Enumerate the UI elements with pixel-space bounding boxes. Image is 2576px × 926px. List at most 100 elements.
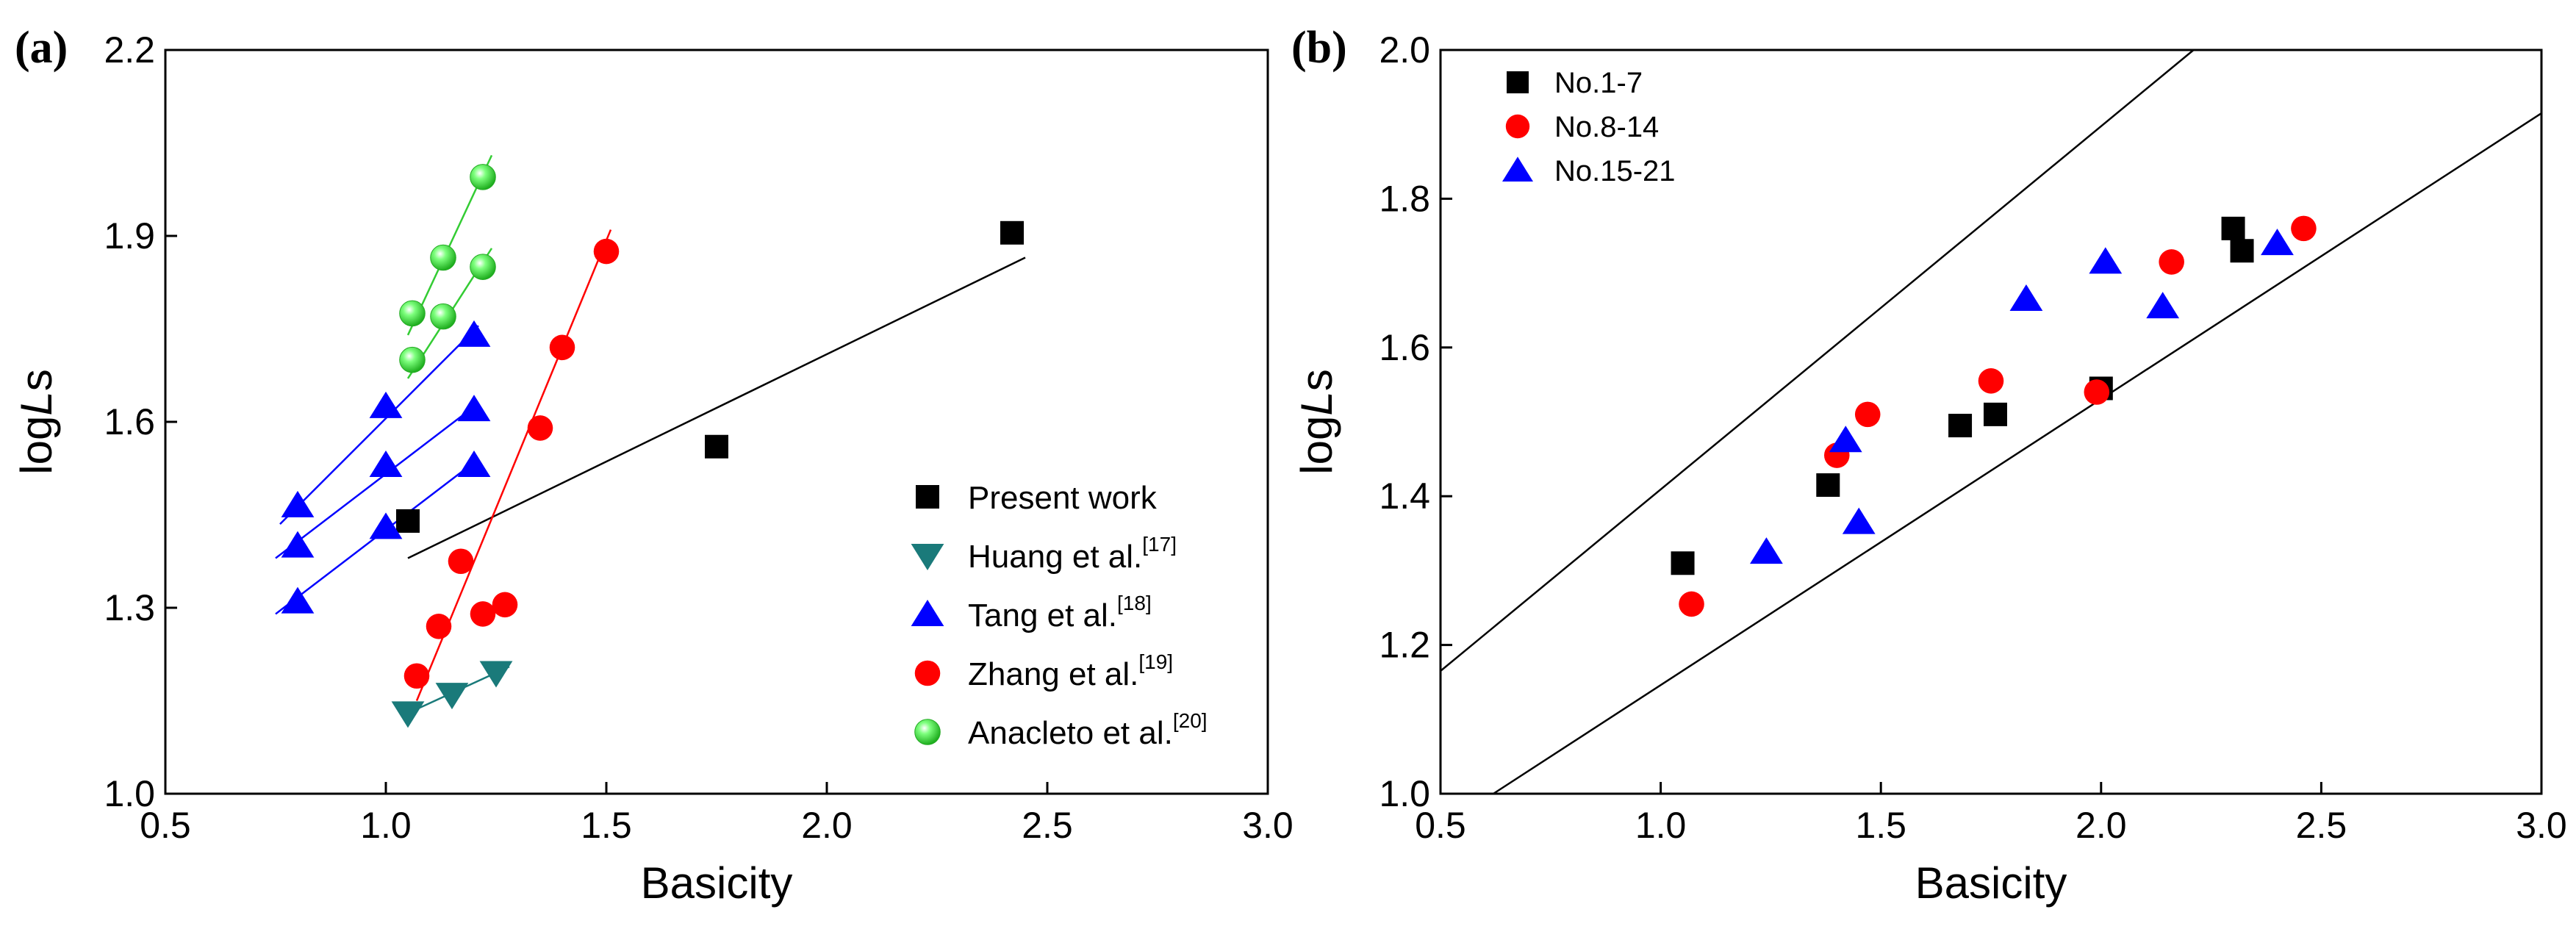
legend-label-zhang-et-al: Zhang et al.[19] (968, 650, 1173, 692)
point-tang-et-al (457, 451, 491, 478)
legend-marker-tang-et-al (911, 600, 944, 626)
y-tick-label-a: 1.3 (104, 587, 155, 628)
y-tick-label-a: 1.9 (104, 215, 155, 256)
point-no-1-7 (1816, 473, 1840, 498)
point-no-8-14 (2159, 249, 2184, 275)
point-tang-et-al (369, 391, 403, 418)
point-no-8-14 (2084, 379, 2110, 405)
legend-label-anacleto-et-al: Anacleto et al.[20] (968, 709, 1208, 751)
point-zhang-et-al (403, 663, 430, 689)
x-tick-label-b: 2.0 (2075, 805, 2127, 846)
y-axis-a: 1.0 1.3 1.6 1.9 2.2 (104, 29, 177, 814)
data-points-b (1671, 215, 2317, 617)
point-tang-et-al (457, 395, 491, 422)
legend-label-tang-et-al: Tang et al.[18] (968, 592, 1152, 634)
point-anacleto-et-al (399, 300, 426, 327)
point-no-8-14 (1978, 368, 2004, 394)
y-axis-b: 1.0 1.2 1.4 1.6 1.8 2.0 (1379, 29, 1452, 814)
legend-ref-huang-et-al: [17] (1142, 533, 1177, 556)
legend-marker-no-1-7 (1507, 71, 1529, 93)
point-anacleto-et-al (430, 244, 456, 271)
point-no-15-21 (2009, 284, 2043, 312)
bound-line-upper (1440, 49, 2195, 672)
x-tick-label-b: 3.0 (2516, 805, 2567, 846)
point-zhang-et-al (470, 601, 496, 627)
x-tick-label-b: 1.0 (1635, 805, 1687, 846)
point-no-1-7 (2221, 216, 2245, 240)
legend-a: Present work Huang et al.[17] Tang et al.[… (911, 480, 1208, 751)
point-tang-et-al (369, 451, 403, 478)
point-zhang-et-al (527, 415, 553, 441)
point-zhang-et-al (426, 614, 452, 639)
chart-panel-b: (b) 0.5 1.0 1.5 2.0 2.5 3.0 1.01.21.41.61.82.… (1291, 23, 2567, 908)
point-anacleto-et-al (470, 164, 496, 190)
bound-line-lower (1493, 112, 2542, 795)
y-tick-label-a: 2.2 (104, 29, 155, 71)
point-huang-et-al (391, 701, 425, 728)
point-no-1-7 (1983, 402, 2007, 426)
point-no-1-7 (1671, 551, 1695, 575)
x-axis-b: 0.5 1.0 1.5 2.0 2.5 3.0 (1415, 782, 2567, 846)
legend-ref-anacleto-et-al: [20] (1173, 709, 1208, 732)
point-present-work (705, 434, 728, 459)
legend-marker-present-work (916, 485, 939, 509)
legend-b: No.1-7 No.8-14 No.15-21 (1502, 67, 1676, 187)
legend-ref-tang-et-al: [18] (1117, 592, 1152, 614)
x-tick-label-b: 1.5 (1855, 805, 1906, 846)
x-tick-label-a: 2.5 (1022, 805, 1073, 846)
point-no-15-21 (1842, 507, 1876, 534)
point-huang-et-al (435, 683, 469, 710)
point-anacleto-et-al (399, 346, 426, 373)
point-tang-et-al (457, 320, 491, 347)
point-anacleto-et-al (430, 303, 456, 330)
y-tick-label-a: 1.0 (104, 773, 155, 814)
panel-label-b: (b) (1291, 23, 1347, 73)
point-no-8-14 (1854, 401, 1881, 428)
bound-lines-b (1440, 49, 2542, 795)
point-no-1-7 (1948, 414, 1973, 438)
legend-label-present-work: Present work (968, 480, 1158, 516)
legend-ref-zhang-et-al: [19] (1138, 650, 1173, 673)
y-tick-label-b: 1.6 (1379, 327, 1430, 368)
point-no-15-21 (1750, 537, 1783, 564)
y-tick-label-b: 2.0 (1379, 29, 1430, 71)
plot-frame-b (1439, 49, 2543, 795)
fit-line-tang-et-al (279, 325, 479, 525)
y-tick-label-b: 1.0 (1379, 773, 1430, 814)
x-tick-label-a: 2.0 (801, 805, 853, 846)
point-zhang-et-al (448, 548, 474, 575)
x-tick-label-b: 2.5 (2296, 805, 2347, 846)
point-anacleto-et-al (470, 254, 496, 280)
legend-label-huang-et-al: Huang et al.[17] (968, 533, 1177, 575)
legend-marker-anacleto-et-al (914, 719, 941, 745)
x-axis-a: 0.5 1.0 1.5 2.0 2.5 3.0 (140, 782, 1294, 846)
chart-panel-a: (a) 0.5 1.0 1.5 2.0 2.5 3.0 1.01.31.61.92.2 B… (12, 23, 1294, 908)
point-present-work (1000, 220, 1024, 245)
legend-label-no-1-7: No.1-7 (1554, 67, 1643, 99)
point-huang-et-al (479, 661, 513, 688)
fit-lines-a (275, 154, 1026, 714)
point-no-15-21 (1829, 426, 1862, 453)
data-points-a (281, 164, 1024, 728)
point-zhang-et-al (593, 238, 620, 265)
point-no-15-21 (2261, 229, 2294, 256)
legend-marker-no-8-14 (1505, 114, 1530, 139)
point-tang-et-al (281, 586, 315, 614)
fit-line-tang-et-al (275, 402, 479, 559)
point-present-work (396, 509, 420, 533)
legend-label-no-15-21: No.15-21 (1554, 155, 1676, 187)
point-zhang-et-al (492, 592, 518, 618)
point-no-8-14 (1679, 591, 1704, 617)
point-no-15-21 (2146, 292, 2180, 319)
x-axis-title-a: Basicity (641, 858, 793, 908)
x-tick-label-a: 1.5 (581, 805, 632, 846)
x-tick-label-a: 1.0 (360, 805, 412, 846)
fit-line-present-work (407, 256, 1026, 559)
y-tick-label-a: 1.6 (104, 401, 155, 442)
y-axis-title-a: logLs (12, 369, 61, 474)
point-no-15-21 (2089, 247, 2123, 274)
y-tick-label-b: 1.2 (1379, 625, 1430, 666)
point-tang-et-al (281, 490, 315, 517)
legend-label-no-8-14: No.8-14 (1554, 111, 1659, 143)
